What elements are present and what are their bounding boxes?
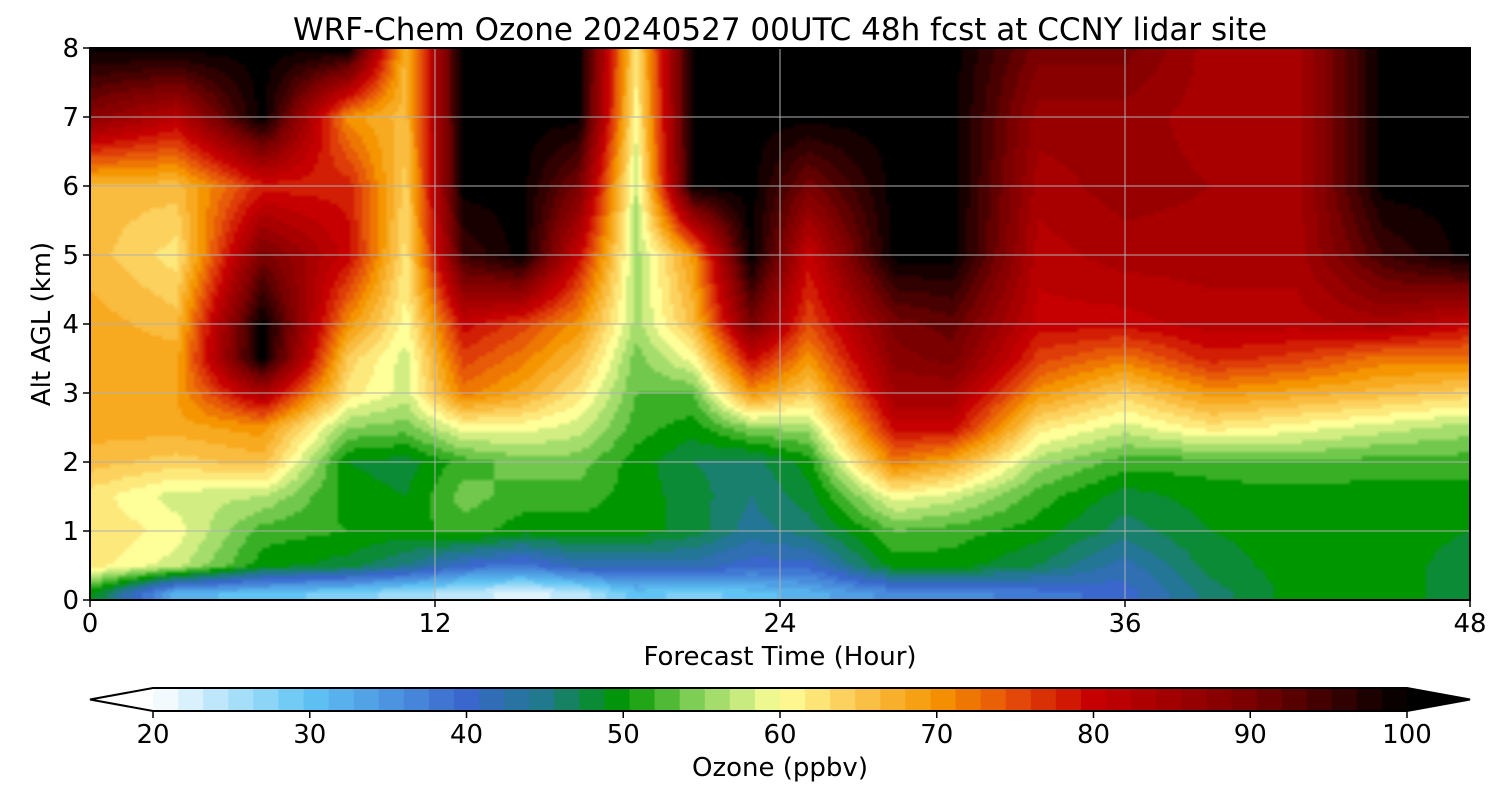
colorbar-segment bbox=[1206, 688, 1233, 711]
colorbar-segment bbox=[905, 688, 932, 711]
colorbar-segment bbox=[1181, 688, 1207, 711]
colorbar-tick-label: 70 bbox=[920, 720, 953, 750]
colorbar-segment bbox=[303, 688, 330, 711]
colorbar-segment bbox=[855, 688, 881, 711]
colorbar-segment bbox=[980, 688, 1007, 711]
colorbar-segment bbox=[228, 688, 254, 711]
colorbar-segment bbox=[1281, 688, 1308, 711]
colorbar-segment bbox=[1356, 688, 1383, 711]
colorbar-segment bbox=[604, 688, 631, 711]
colorbar-segment bbox=[780, 688, 806, 711]
x-tick-label: 0 bbox=[82, 609, 99, 639]
y-tick-label: 3 bbox=[62, 379, 79, 409]
x-tick-label: 48 bbox=[1453, 609, 1486, 639]
colorbar-extend-high bbox=[1407, 688, 1470, 711]
y-tick-label: 7 bbox=[62, 103, 79, 133]
x-axis: 0 12 24 36 48 bbox=[82, 600, 1487, 639]
colorbar-tick-label: 40 bbox=[450, 720, 483, 750]
colorbar-segment bbox=[504, 688, 530, 711]
colorbar-segment bbox=[378, 688, 405, 711]
colorbar-segment bbox=[203, 688, 229, 711]
x-tick-label: 24 bbox=[763, 609, 796, 639]
colorbar-tick-label: 90 bbox=[1234, 720, 1267, 750]
colorbar-segment bbox=[1331, 688, 1358, 711]
colorbar-segment bbox=[754, 688, 781, 711]
y-tick-label: 0 bbox=[62, 586, 79, 616]
y-tick-label: 5 bbox=[62, 241, 79, 271]
colorbar-tick-label: 60 bbox=[763, 720, 796, 750]
colorbar-segment bbox=[1131, 688, 1157, 711]
colorbar-segment bbox=[930, 688, 957, 711]
colorbar-segment bbox=[1256, 688, 1283, 711]
colorbar-label: Ozone (ppbv) bbox=[692, 753, 868, 783]
colorbar-segment bbox=[353, 688, 380, 711]
colorbar-segment bbox=[729, 688, 756, 711]
colorbar-segment bbox=[278, 688, 305, 711]
y-axis-label: Alt AGL (km) bbox=[27, 242, 57, 406]
colorbar-ticks: 20 30 40 50 60 70 80 90 100 bbox=[136, 711, 1432, 750]
colorbar-segment bbox=[328, 688, 355, 711]
colorbar-tick-label: 30 bbox=[293, 720, 326, 750]
x-axis-label: Forecast Time (Hour) bbox=[643, 642, 916, 672]
colorbar-segment bbox=[1005, 688, 1032, 711]
colorbar-segment bbox=[453, 688, 480, 711]
colorbar-segment bbox=[1080, 688, 1107, 711]
colorbar-segment bbox=[654, 688, 681, 711]
colorbar-segment bbox=[1055, 688, 1082, 711]
colorbar-segment bbox=[880, 688, 906, 711]
colorbar-segment bbox=[529, 688, 555, 711]
y-tick-label: 8 bbox=[62, 34, 79, 64]
plot-area bbox=[89, 47, 1471, 601]
colorbar-segment bbox=[1231, 688, 1258, 711]
colorbar-segment bbox=[830, 688, 856, 711]
colorbar-segment bbox=[1306, 688, 1333, 711]
x-tick-label: 36 bbox=[1108, 609, 1141, 639]
colorbar-segment bbox=[479, 688, 505, 711]
y-tick-label: 2 bbox=[62, 448, 79, 478]
y-tick-label: 4 bbox=[62, 310, 79, 340]
colorbar-segment bbox=[955, 688, 982, 711]
y-tick-label: 1 bbox=[62, 517, 79, 547]
colorbar-tick-label: 20 bbox=[136, 720, 169, 750]
colorbar-segment bbox=[629, 688, 656, 711]
colorbar-tick-label: 80 bbox=[1077, 720, 1110, 750]
colorbar-extend-low bbox=[90, 688, 153, 711]
y-axis: 0 1 2 3 4 5 6 7 8 bbox=[62, 34, 90, 616]
colorbar-segment bbox=[178, 688, 204, 711]
colorbar-tick-label: 50 bbox=[607, 720, 640, 750]
y-tick-label: 6 bbox=[62, 172, 79, 202]
colorbar-segment bbox=[579, 688, 606, 711]
colorbar-segment bbox=[805, 688, 831, 711]
colorbar-segment bbox=[153, 688, 179, 711]
colorbar-segment bbox=[1156, 688, 1182, 711]
colorbar-tick-label: 100 bbox=[1382, 720, 1432, 750]
chart-title: WRF-Chem Ozone 20240527 00UTC 48h fcst a… bbox=[293, 12, 1267, 48]
colorbar-segment bbox=[428, 688, 455, 711]
colorbar-segment bbox=[403, 688, 430, 711]
colorbar-segment bbox=[253, 688, 279, 711]
colorbar-segment bbox=[554, 688, 580, 711]
x-tick-label: 12 bbox=[418, 609, 451, 639]
colorbar-segment bbox=[1106, 688, 1132, 711]
colorbar-segment bbox=[1381, 688, 1408, 711]
colorbar bbox=[89, 687, 1471, 712]
colorbar-segment bbox=[1030, 688, 1057, 711]
colorbar-segment bbox=[679, 688, 706, 711]
colorbar-segment bbox=[704, 688, 731, 711]
